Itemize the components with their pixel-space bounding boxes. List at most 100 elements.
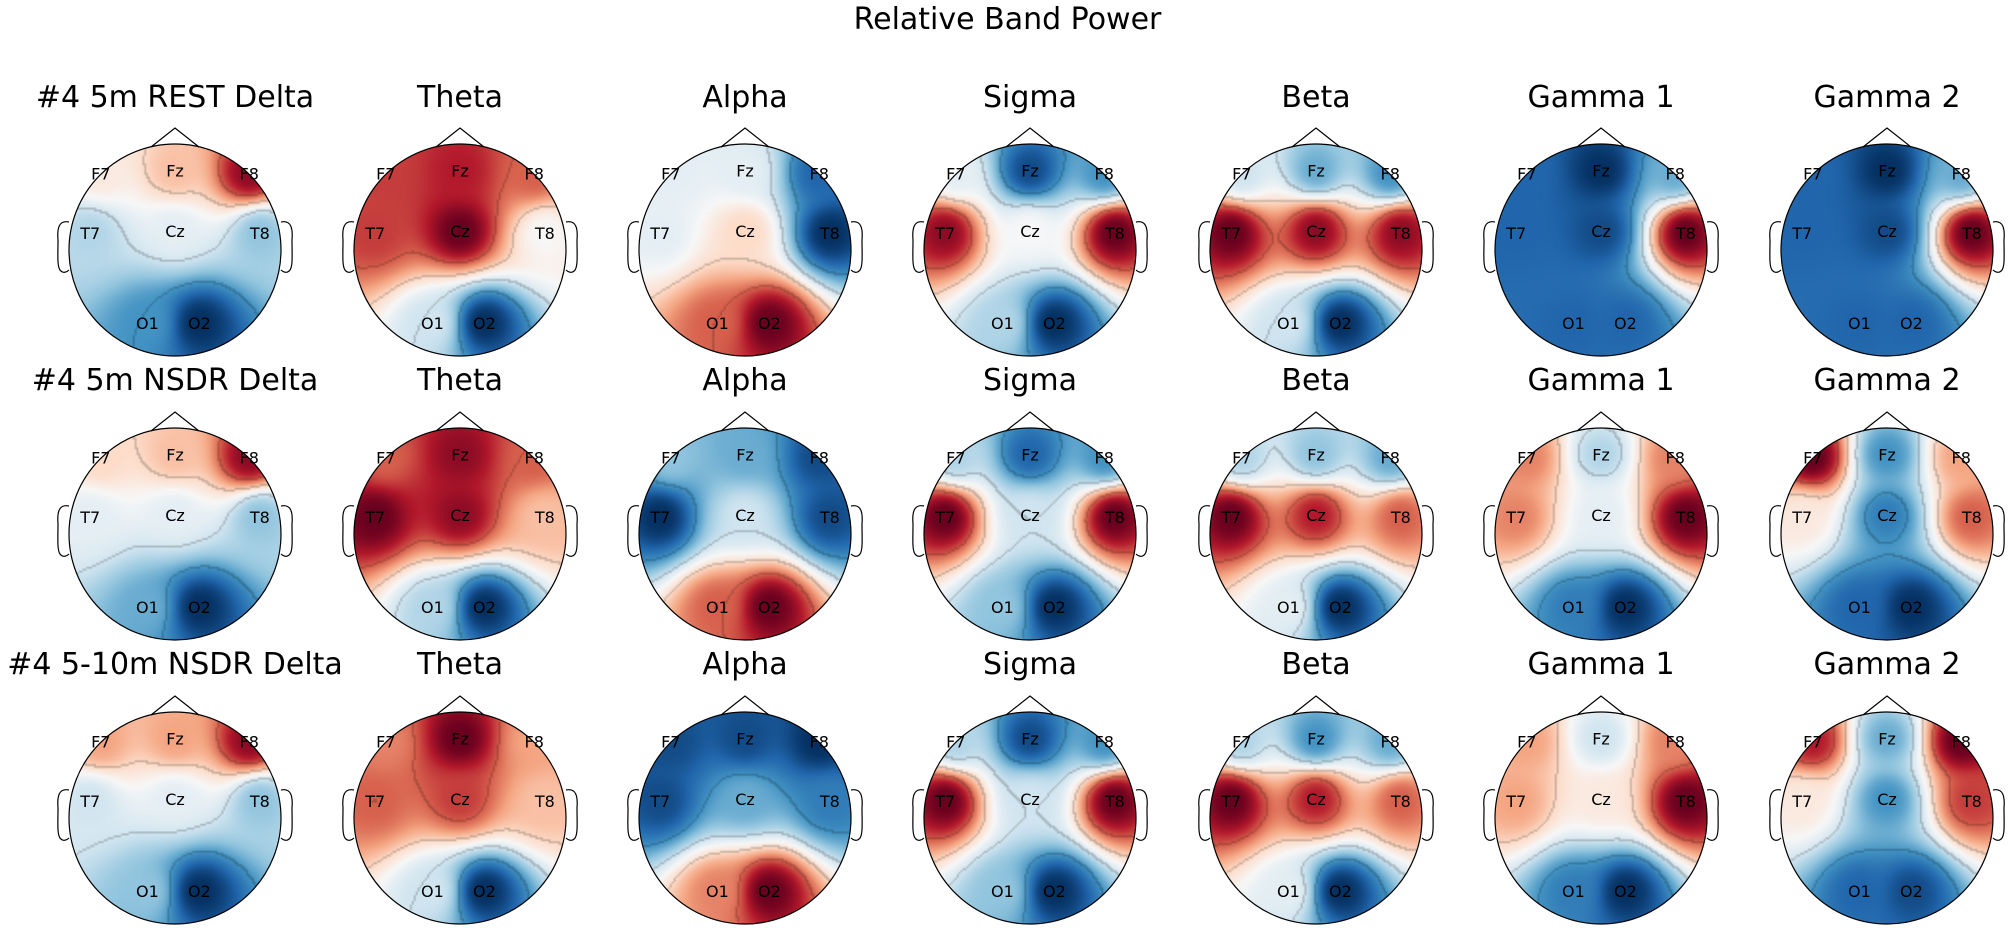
- topomap-0-5: F7 Fz F8 T7 Cz T8 O1 O2: [1483, 127, 1719, 357]
- electrode-label-cz: Cz: [165, 506, 185, 525]
- right-ear-outline: [280, 505, 293, 557]
- electrode-label-cz: Cz: [1306, 790, 1326, 809]
- electrode-label-f8: F8: [1666, 733, 1685, 752]
- electrode-label-f7: F7: [91, 165, 110, 184]
- topomap-1-3: F7 Fz F8 T7 Cz T8 O1 O2: [912, 411, 1148, 641]
- topomap-2-3: F7 Fz F8 T7 Cz T8 O1 O2: [912, 695, 1148, 925]
- electrode-label-t7: T7: [649, 792, 670, 811]
- nose-outline: [1005, 127, 1055, 148]
- left-ear-outline: [627, 505, 640, 557]
- left-ear-outline: [627, 789, 640, 841]
- topomap-heat: [354, 428, 566, 640]
- topomap-heat: [1495, 144, 1707, 356]
- head-outline: [68, 143, 282, 357]
- right-ear-outline: [1992, 505, 2005, 557]
- electrode-label-f8: F8: [240, 449, 259, 468]
- panel-title: Sigma: [982, 363, 1078, 398]
- electrode-label-fz: Fz: [736, 730, 754, 749]
- electrode-label-o1: O1: [1562, 882, 1585, 901]
- electrode-label-t7: T7: [1791, 224, 1812, 243]
- topomap-heat: [1210, 428, 1422, 640]
- electrode-label-f8: F8: [810, 733, 829, 752]
- right-ear-outline: [850, 221, 863, 273]
- topomap-heat: [69, 144, 281, 356]
- panel-title: Alpha: [702, 80, 788, 115]
- nose-outline: [1576, 411, 1626, 432]
- topomap-heat: [69, 712, 281, 924]
- nose-outline: [1576, 127, 1626, 148]
- electrode-label-f7: F7: [1517, 449, 1536, 468]
- electrode-label-f7: F7: [91, 449, 110, 468]
- electrode-label-f8: F8: [525, 733, 544, 752]
- nose-outline: [1291, 411, 1341, 432]
- electrode-label-o1: O1: [991, 882, 1014, 901]
- electrode-label-fz: Fz: [1592, 446, 1610, 465]
- left-ear-outline: [1769, 789, 1782, 841]
- electrode-label-t8: T8: [1104, 792, 1125, 811]
- electrode-label-f7: F7: [1232, 449, 1251, 468]
- electrode-label-t8: T8: [249, 792, 270, 811]
- electrode-label-fz: Fz: [451, 730, 469, 749]
- right-ear-outline: [1135, 221, 1148, 273]
- electrode-label-t8: T8: [1675, 792, 1696, 811]
- electrode-label-cz: Cz: [1591, 222, 1611, 241]
- nose-outline: [435, 411, 485, 432]
- topomap-2-5: F7 Fz F8 T7 Cz T8 O1 O2: [1483, 695, 1719, 925]
- electrode-label-cz: Cz: [735, 790, 755, 809]
- electrode-label-o2: O2: [1043, 598, 1066, 617]
- electrode-label-cz: Cz: [1877, 790, 1897, 809]
- electrode-label-o1: O1: [421, 598, 444, 617]
- electrode-label-o1: O1: [706, 598, 729, 617]
- topomap-heat: [1495, 428, 1707, 640]
- electrode-label-t8: T8: [1390, 508, 1411, 527]
- electrode-label-o1: O1: [991, 598, 1014, 617]
- head-outline: [353, 143, 567, 357]
- topomap-heat: [924, 144, 1136, 356]
- left-ear-outline: [1483, 221, 1496, 273]
- topomap-1-5: F7 Fz F8 T7 Cz T8 O1 O2: [1483, 411, 1719, 641]
- electrode-label-f8: F8: [810, 165, 829, 184]
- electrode-label-o2: O2: [473, 882, 496, 901]
- left-ear-outline: [627, 221, 640, 273]
- electrode-label-o2: O2: [188, 314, 211, 333]
- electrode-label-t8: T8: [249, 224, 270, 243]
- topomap-heat: [924, 712, 1136, 924]
- right-ear-outline: [850, 789, 863, 841]
- electrode-label-t7: T7: [934, 792, 955, 811]
- electrode-label-t7: T7: [364, 224, 385, 243]
- electrode-label-f7: F7: [946, 165, 965, 184]
- panel-title: Gamma 1: [1527, 80, 1675, 115]
- topomap-heat: [639, 144, 851, 356]
- electrode-label-f7: F7: [1803, 165, 1822, 184]
- topomap-1-0: F7 Fz F8 T7 Cz T8 O1 O2: [57, 411, 293, 641]
- electrode-label-t8: T8: [534, 792, 555, 811]
- topomap-2-0: F7 Fz F8 T7 Cz T8 O1 O2: [57, 695, 293, 925]
- panel-title: Gamma 2: [1813, 647, 1961, 682]
- right-ear-outline: [1706, 789, 1719, 841]
- electrode-label-fz: Fz: [736, 446, 754, 465]
- right-ear-outline: [1135, 789, 1148, 841]
- nose-outline: [1576, 695, 1626, 716]
- left-ear-outline: [912, 221, 925, 273]
- electrode-label-fz: Fz: [1592, 730, 1610, 749]
- electrode-label-o1: O1: [991, 314, 1014, 333]
- head-outline: [1494, 711, 1708, 925]
- head-outline: [353, 427, 567, 641]
- left-ear-outline: [1483, 505, 1496, 557]
- electrode-label-fz: Fz: [451, 446, 469, 465]
- left-ear-outline: [1198, 789, 1211, 841]
- electrode-label-f8: F8: [1666, 449, 1685, 468]
- panel-title: Sigma: [982, 80, 1078, 115]
- electrode-label-t7: T7: [79, 508, 100, 527]
- nose-outline: [720, 411, 770, 432]
- electrode-label-o1: O1: [136, 314, 159, 333]
- electrode-label-o1: O1: [1848, 598, 1871, 617]
- electrode-label-f8: F8: [1952, 449, 1971, 468]
- electrode-label-t8: T8: [1390, 792, 1411, 811]
- electrode-label-f8: F8: [240, 165, 259, 184]
- electrode-label-fz: Fz: [451, 162, 469, 181]
- electrode-label-t7: T7: [649, 508, 670, 527]
- electrode-label-f7: F7: [946, 449, 965, 468]
- nose-outline: [435, 127, 485, 148]
- electrode-label-t7: T7: [1791, 508, 1812, 527]
